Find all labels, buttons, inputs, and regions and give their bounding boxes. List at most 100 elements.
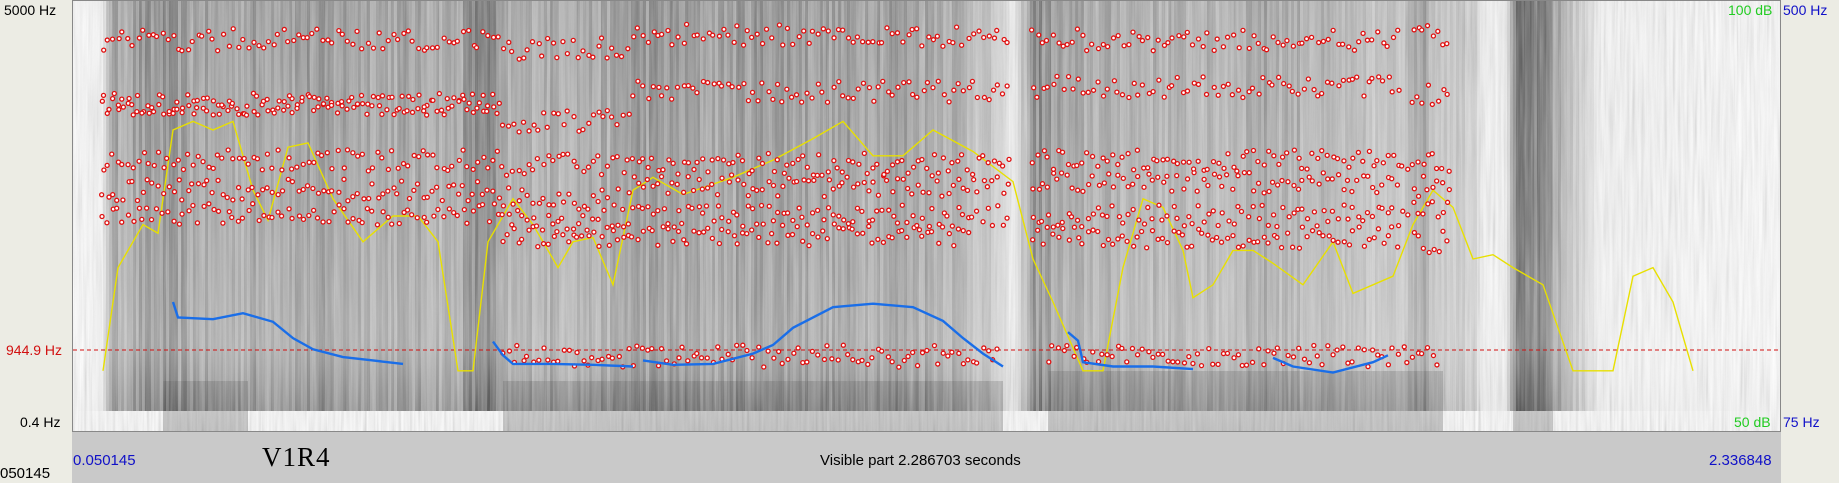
formant-point	[109, 36, 116, 42]
formant-point	[1375, 352, 1381, 358]
spectrogram[interactable]	[73, 1, 1780, 431]
formant-point	[406, 195, 413, 202]
formant-point	[885, 89, 892, 95]
formant-point	[229, 100, 235, 107]
formant-point	[203, 108, 210, 114]
formant-point	[1284, 37, 1290, 44]
formant-point	[200, 158, 206, 165]
formant-point	[320, 101, 327, 107]
formant-point	[289, 179, 296, 185]
formant-point	[1064, 41, 1070, 48]
formant-point	[104, 37, 110, 43]
formant-point	[1415, 233, 1421, 239]
formant-point	[1085, 215, 1092, 222]
formant-point	[776, 348, 782, 355]
formant-point	[621, 169, 627, 176]
formant-point	[404, 207, 411, 213]
formant-point	[1239, 362, 1245, 369]
formant-point	[1184, 88, 1191, 94]
formant-point	[576, 206, 582, 212]
formant-point	[1265, 240, 1271, 246]
formant-point	[521, 55, 527, 61]
formant-point	[1301, 356, 1308, 362]
formant-point	[1316, 181, 1322, 187]
formant-point	[1280, 204, 1286, 211]
formant-point	[385, 214, 391, 220]
formant-point	[541, 345, 547, 351]
formant-point	[469, 91, 476, 97]
formant-point	[526, 227, 532, 233]
formant-point	[236, 155, 243, 161]
formant-point	[966, 35, 972, 41]
formant-point	[984, 184, 991, 190]
formant-point	[321, 188, 327, 194]
formant-point	[626, 345, 632, 352]
formant-point	[119, 29, 125, 35]
formant-point	[784, 86, 790, 92]
formant-point	[215, 177, 221, 184]
formant-point	[953, 24, 960, 30]
formant-point	[436, 90, 443, 97]
formant-point	[1271, 153, 1277, 159]
formant-point	[700, 156, 706, 162]
formant-point	[683, 241, 690, 247]
formant-point	[580, 126, 586, 133]
formant-point	[1109, 353, 1115, 360]
formant-point	[1351, 47, 1358, 53]
visible-part-bar[interactable]	[72, 432, 1781, 483]
formant-point	[1356, 39, 1362, 45]
formant-point	[776, 22, 783, 28]
formant-point	[1246, 170, 1252, 176]
formant-point	[1276, 74, 1282, 80]
formant-point	[516, 198, 522, 204]
formant-point	[705, 169, 711, 175]
formant-point	[1421, 161, 1427, 167]
formant-point	[1435, 28, 1441, 34]
formant-point	[1370, 184, 1376, 191]
formant-point	[790, 160, 796, 167]
formant-point	[1119, 233, 1125, 239]
formant-point	[1296, 345, 1302, 351]
formant-point	[1169, 188, 1175, 194]
formant-point	[581, 358, 587, 364]
formant-point	[490, 188, 496, 194]
spectrogram-editor[interactable]	[72, 0, 1781, 432]
formant-point	[994, 27, 1000, 34]
formant-point	[1278, 244, 1285, 251]
formant-point	[1244, 149, 1250, 155]
formant-point	[796, 205, 802, 211]
formant-point	[1304, 166, 1310, 172]
formant-point	[936, 221, 942, 227]
formant-point	[734, 241, 740, 247]
formant-point	[696, 230, 702, 236]
formant-point	[153, 33, 160, 40]
formant-point	[946, 190, 952, 197]
frequency-cursor-label: 944.9 Hz	[6, 342, 63, 358]
formant-point	[1260, 74, 1266, 81]
formant-point	[129, 102, 135, 108]
formant-point	[866, 188, 872, 194]
formant-point	[655, 242, 661, 248]
formant-point	[700, 78, 707, 85]
formant-point	[1291, 182, 1297, 189]
visible-start-time: 0.050145	[73, 452, 136, 469]
formant-point	[185, 47, 192, 53]
formant-point	[815, 81, 822, 87]
formant-point	[505, 123, 512, 129]
formant-point	[815, 31, 821, 37]
formant-point	[164, 155, 170, 162]
formant-point	[1246, 45, 1252, 52]
formant-point	[1241, 169, 1248, 176]
formant-point	[836, 78, 842, 85]
formant-point	[146, 32, 152, 38]
formant-point	[1065, 73, 1072, 80]
formant-point	[1235, 203, 1241, 210]
formant-point	[201, 182, 207, 188]
formant-point	[869, 355, 875, 361]
formant-point	[1375, 226, 1382, 232]
formant-point	[1259, 202, 1265, 209]
formant-point	[1188, 243, 1195, 249]
formant-point	[584, 227, 590, 233]
formant-point	[1360, 218, 1366, 224]
formant-point	[376, 195, 382, 201]
